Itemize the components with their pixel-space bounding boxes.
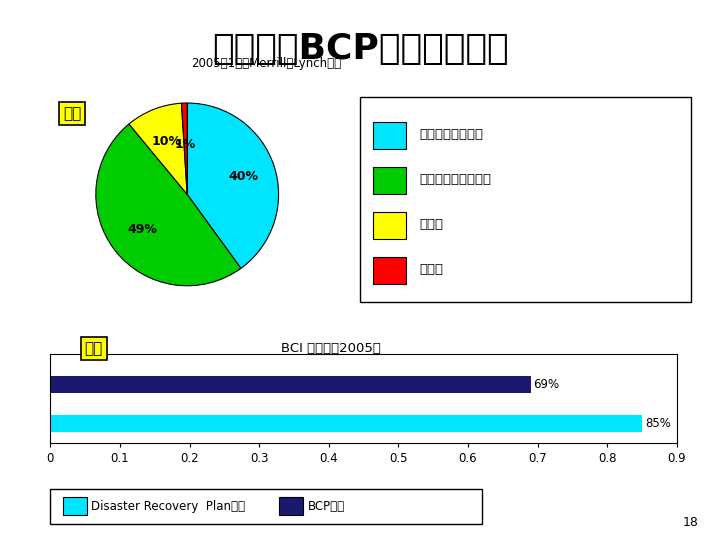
Text: 1%: 1% <box>175 138 197 151</box>
Text: 欧米ではBCP策定が常識化: 欧米ではBCP策定が常識化 <box>212 32 508 66</box>
Text: BCP策定: BCP策定 <box>307 500 345 513</box>
Text: 49%: 49% <box>127 222 158 235</box>
Bar <box>373 212 406 239</box>
Text: 特定事業で策定済み: 特定事業で策定済み <box>420 173 492 186</box>
Bar <box>373 167 406 194</box>
Wedge shape <box>96 124 241 286</box>
Text: 69%: 69% <box>534 378 559 391</box>
Bar <box>63 497 87 515</box>
Text: 2005年1月　Merrill　Lynch調査: 2005年1月 Merrill Lynch調査 <box>192 57 341 70</box>
Wedge shape <box>181 103 187 194</box>
Bar <box>373 257 406 284</box>
Bar <box>373 122 406 148</box>
Text: 18: 18 <box>683 516 698 529</box>
Text: 未策定: 未策定 <box>420 263 444 276</box>
Wedge shape <box>129 103 187 194</box>
Text: 85%: 85% <box>645 417 670 430</box>
Text: BCI 調査　　2005年: BCI 調査 2005年 <box>282 342 381 355</box>
Text: 40%: 40% <box>229 170 258 183</box>
Wedge shape <box>187 103 279 268</box>
Bar <box>279 497 303 515</box>
Text: 英国: 英国 <box>84 341 103 356</box>
Text: 10%: 10% <box>151 135 181 148</box>
Text: Disaster Recovery  Plan策定: Disaster Recovery Plan策定 <box>91 500 246 513</box>
Text: 米国: 米国 <box>63 106 81 121</box>
Bar <box>50 376 531 394</box>
Bar <box>50 415 642 432</box>
Text: 全事業で策定済み: 全事業で策定済み <box>420 127 484 140</box>
Text: 策定中: 策定中 <box>420 218 444 231</box>
